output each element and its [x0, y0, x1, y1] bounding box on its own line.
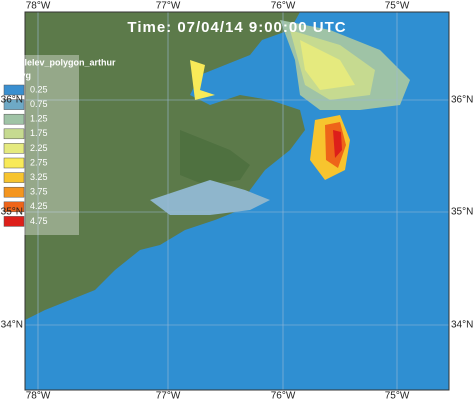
legend-label: 2.25: [30, 143, 48, 153]
lat-label: 34°N: [451, 320, 473, 331]
lat-label: 36°N: [1, 95, 23, 106]
lat-label: 36°N: [451, 95, 473, 106]
surge-zone: [333, 130, 342, 158]
legend-swatch: [3, 157, 25, 169]
lon-label: 76°W: [271, 1, 296, 12]
legend-swatch: [3, 113, 25, 125]
legend-label: 3.75: [30, 187, 48, 197]
legend-field: eleavg: [3, 70, 31, 80]
lat-label: 34°N: [1, 320, 23, 331]
legend-label: 4.25: [30, 201, 48, 211]
lon-label: 76°W: [271, 391, 296, 402]
lon-label: 77°W: [156, 1, 181, 12]
surge-zone: [190, 60, 215, 100]
sound: [150, 180, 270, 215]
map-title: Time: 07/04/14 9:00:00 UTC: [127, 19, 346, 36]
legend-label: 4.75: [30, 216, 48, 226]
graticule: [25, 12, 449, 390]
legend-label: 1.75: [30, 128, 48, 138]
legend-label: 2.75: [30, 157, 48, 167]
legend-swatch: [3, 143, 25, 154]
lon-label: 78°W: [26, 1, 51, 12]
legend-label: 0.75: [30, 99, 48, 109]
legend-label: 1.25: [30, 114, 48, 124]
surge-zone: [300, 40, 355, 90]
lon-label: 77°W: [156, 391, 181, 402]
legend-swatch: [3, 201, 25, 213]
lat-label: 35°N: [1, 207, 23, 218]
lon-label: 75°W: [385, 391, 410, 402]
legend-swatch: [3, 216, 25, 227]
legend-swatch: [3, 128, 25, 140]
map-frame: [24, 11, 450, 391]
legend-swatch: [3, 84, 25, 96]
lon-label: 78°W: [26, 391, 51, 402]
legend-label: 3.25: [30, 172, 48, 182]
lat-label: 35°N: [451, 207, 473, 218]
legend-label: 0.25: [30, 84, 48, 94]
legend-swatch: [3, 99, 25, 110]
map-body: [25, 12, 449, 390]
land: [25, 12, 305, 320]
legend-layer: nodalelev_polygon_arthur: [3, 57, 116, 67]
legend-swatch: [3, 186, 25, 198]
land-detail: [180, 130, 250, 185]
legend-swatch: [3, 172, 25, 183]
lon-label: 75°W: [385, 1, 410, 12]
